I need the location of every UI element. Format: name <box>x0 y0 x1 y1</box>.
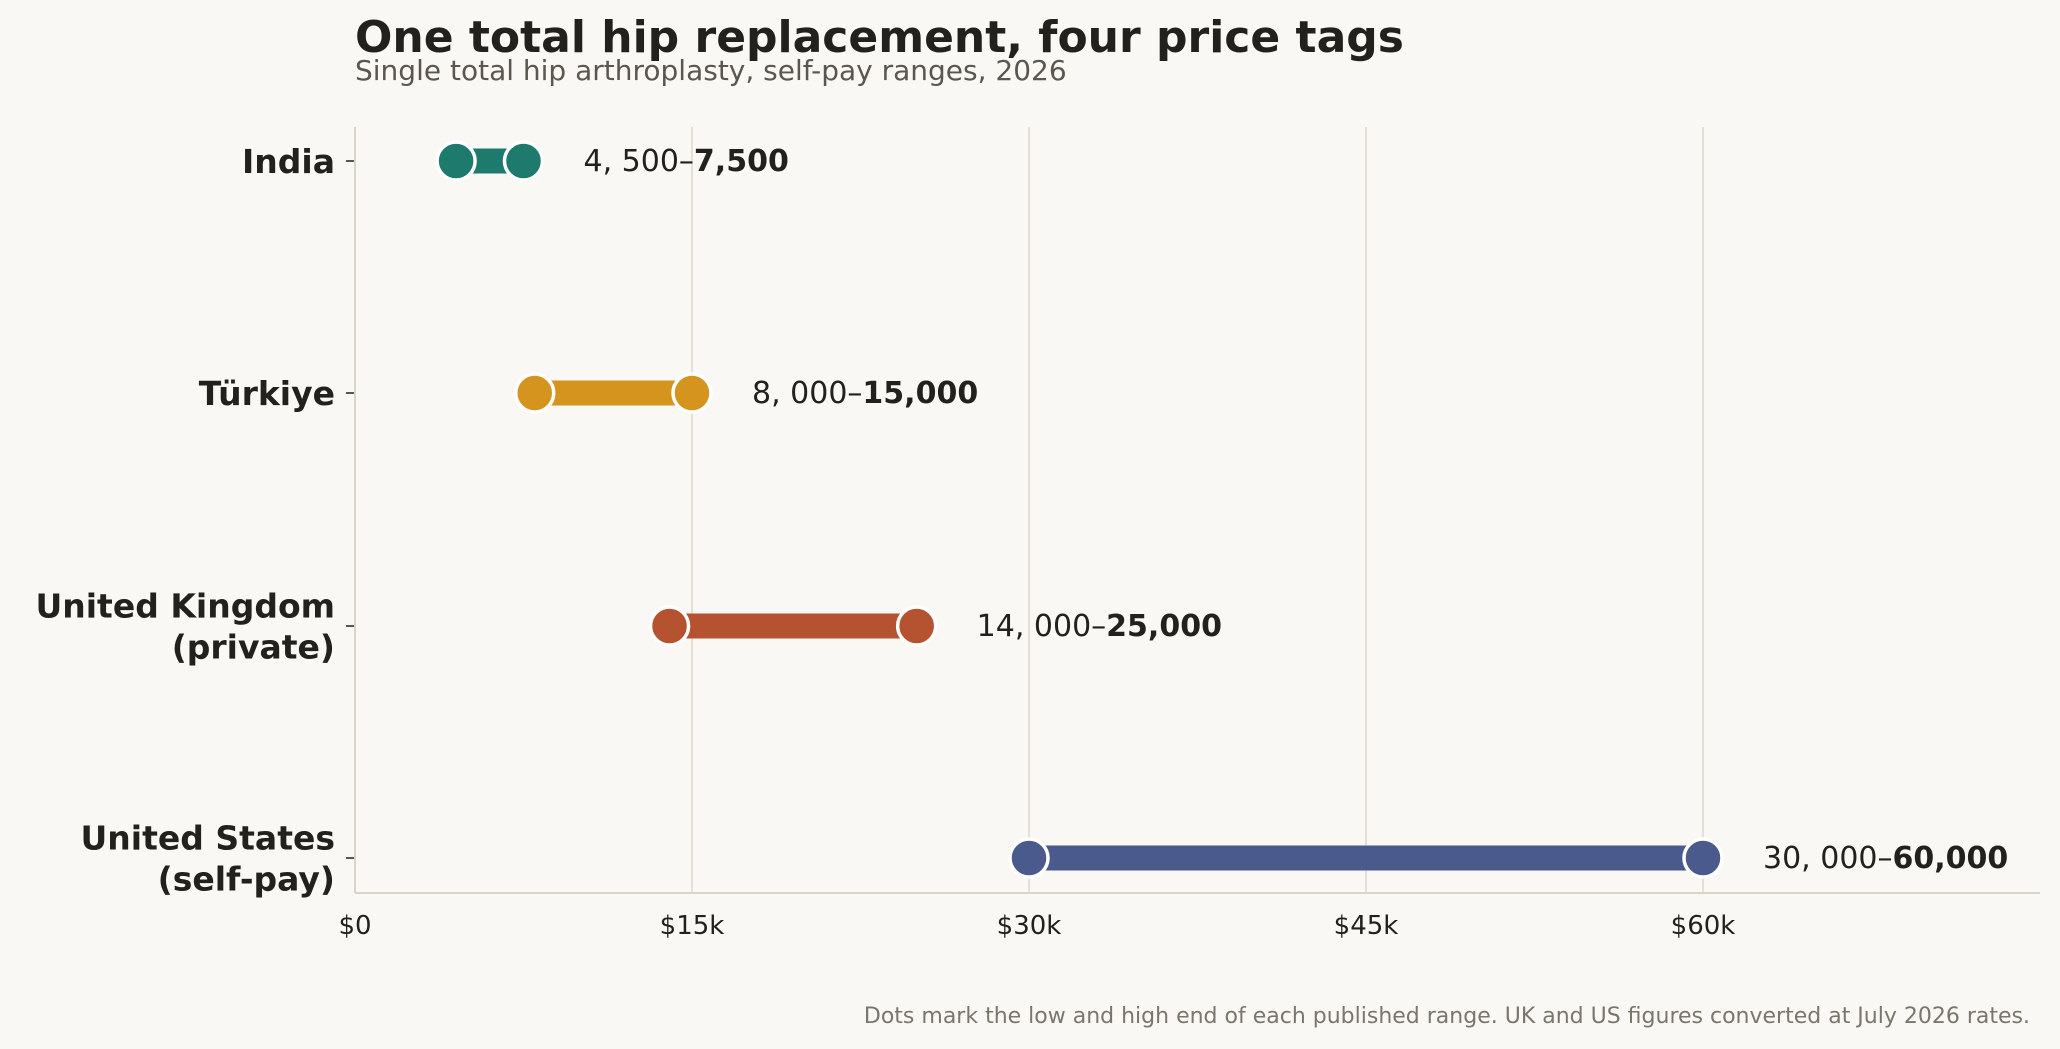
range-high-text: 7,500 <box>694 144 789 179</box>
x-tick-label: $60k <box>1671 911 1736 941</box>
x-tick-label: $15k <box>660 911 725 941</box>
range-high-text: 25,000 <box>1106 609 1222 644</box>
range-low-text: 14, 000– <box>977 609 1107 644</box>
category-label: (self-pay) <box>158 860 335 899</box>
high-dot <box>895 605 938 647</box>
range-label: 30, 000–60,000 <box>1763 841 2008 876</box>
x-tick-label: $45k <box>1334 911 1399 941</box>
category-label: United States <box>81 819 335 858</box>
high-dot <box>502 140 545 182</box>
low-dot <box>435 140 477 182</box>
range-high-text: 60,000 <box>1893 841 2009 876</box>
axes <box>354 127 2040 894</box>
chart-subtitle: Single total hip arthroplasty, self-pay … <box>355 54 1067 87</box>
range-label: 4, 500–7,500 <box>584 144 789 179</box>
low-dot <box>1008 837 1050 879</box>
range-high-text: 15,000 <box>862 376 978 411</box>
range-low-text: 8, 000– <box>752 376 862 411</box>
category-label: India <box>242 142 335 181</box>
x-tick-label: $0 <box>338 911 371 941</box>
x-axis-ticks: $0 $15k $30k $45k $60k <box>338 911 1735 941</box>
category-labels: India Türkiye United Kingdom(private) Unite… <box>35 142 354 899</box>
footnote: Dots mark the low and high end of each p… <box>864 1004 2030 1029</box>
range-low-text: 4, 500– <box>584 144 694 179</box>
high-dot <box>671 372 713 414</box>
low-dot <box>513 372 556 414</box>
x-tick-label: $30k <box>997 911 1062 941</box>
range-low-text: 30, 000– <box>1763 841 1893 876</box>
low-dot <box>648 605 691 647</box>
range-label: 8, 000–15,000 <box>752 376 978 411</box>
range-label: 14, 000–25,000 <box>977 609 1222 644</box>
category-label: United Kingdom <box>35 587 335 626</box>
gridlines <box>691 127 1704 893</box>
range-bars <box>435 140 1724 879</box>
chart-title: One total hip replacement, four price ta… <box>355 12 1404 63</box>
value-labels: 4, 500–7,500 8, 000–15,000 14, 000–25,000 3… <box>584 144 2009 876</box>
category-label: Türkiye <box>199 374 335 413</box>
high-dot <box>1682 837 1724 879</box>
category-label: (private) <box>172 628 335 667</box>
